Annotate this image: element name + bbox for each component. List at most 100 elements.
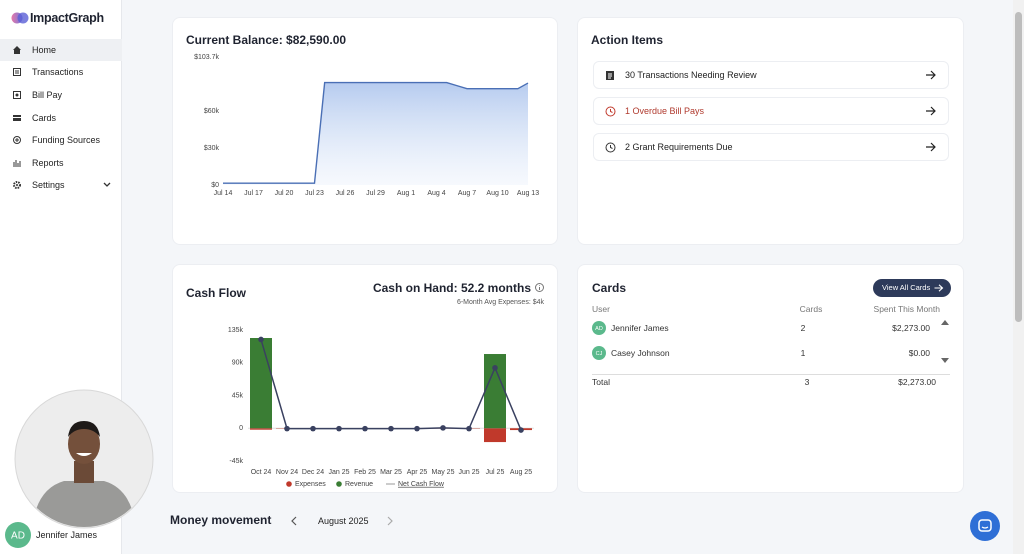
x-tick-label: Jul 17: [244, 190, 263, 197]
point: [336, 425, 342, 432]
x-tick-label: Feb 25: [354, 469, 376, 476]
x-tick-label: Jan 25: [328, 469, 349, 476]
y-tick-label: 135k: [228, 327, 244, 334]
avatar-initials: AD: [595, 326, 603, 332]
view-all-button[interactable]: View All Cards: [873, 279, 951, 297]
y-tick-label: $0: [211, 182, 219, 189]
card-count: 1: [800, 348, 806, 358]
info-icon[interactable]: [535, 283, 544, 292]
cash-flow-chart: 135k 90k 45k 0 -45k Oct 24 Nov 24 Dec 24 Jan 25 F…: [228, 327, 534, 488]
y-tick-label: -45k: [229, 458, 243, 465]
nav-item[interactable]: Funding Sources: [0, 129, 122, 151]
action-items-panel: Action Items 30 Transactions Needing Rev…: [577, 17, 964, 245]
x-tick-label: Jul 14: [214, 190, 233, 197]
column-header: Cards: [799, 304, 823, 314]
y-tick-label: $30k: [204, 145, 220, 152]
x-tick-label: Aug 4: [427, 190, 445, 197]
cash-on-hand: Cash on Hand: 52.2 months: [372, 281, 531, 295]
scroll-thumb[interactable]: [1015, 12, 1022, 322]
total-label: Total: [592, 377, 610, 387]
nav-item[interactable]: Bill Pay: [0, 84, 122, 106]
x-tick-label: Aug 13: [517, 190, 539, 197]
user-avatar: AD: [592, 321, 606, 335]
x-tick-label: Jul 20: [275, 190, 294, 197]
x-tick-label: Aug 7: [458, 190, 476, 197]
icon: [605, 142, 616, 153]
sidebar: ImpactGraph Home Transactions Bill Pay C…: [0, 0, 154, 554]
action-item[interactable]: 30 Transactions Needing Review: [593, 61, 949, 89]
icon: [13, 136, 21, 144]
bar: [484, 354, 506, 429]
nav-label: Transactions: [32, 67, 84, 77]
y-tick-label: 90k: [232, 360, 244, 367]
action-item[interactable]: 1 Overdue Bill Pays: [593, 97, 949, 125]
icon: [13, 160, 21, 167]
chevron[interactable]: [103, 182, 111, 188]
button-label: View All Cards: [882, 283, 931, 292]
avg-expenses: 6-Month Avg Expenses: $4k: [456, 299, 544, 306]
prev-month[interactable]: [290, 516, 298, 526]
action-label: 1 Overdue Bill Pays: [625, 106, 705, 116]
arrow: [934, 284, 944, 292]
nav-label: Bill Pay: [32, 90, 63, 100]
panel-title: Action Items: [591, 33, 664, 47]
arrow: [926, 106, 936, 116]
balance-panel: Current Balance: $82,590.00 $0 $30k $60k $1…: [172, 17, 558, 245]
brand: ImpactGraph: [30, 11, 104, 25]
legend-label: Net Cash Flow: [398, 481, 445, 488]
logo-icon: [11, 12, 29, 24]
nav-item[interactable]: Transactions: [0, 61, 122, 83]
nav-label: Settings: [32, 180, 65, 190]
point: [258, 336, 264, 343]
bar: [484, 428, 506, 443]
next-month[interactable]: [386, 516, 394, 526]
bar: [250, 338, 272, 429]
arrow: [926, 70, 936, 80]
scrollbar[interactable]: [1013, 0, 1024, 554]
card-count: 2: [800, 323, 806, 333]
x-tick-label: Oct 24: [251, 469, 272, 476]
line: [260, 339, 522, 431]
cards-panel: Cards View All Cards User Cards Spent Th…: [577, 264, 964, 493]
x-tick-label: Jun 25: [458, 469, 479, 476]
bar: [250, 428, 272, 430]
user-name: Casey Johnson: [611, 348, 670, 358]
action-item[interactable]: 2 Grant Requirements Due: [593, 133, 949, 161]
point: [362, 425, 368, 432]
point: [310, 425, 316, 432]
legend-label: Expenses: [295, 481, 326, 488]
user-avatar[interactable]: AD: [5, 522, 31, 548]
icon: [13, 91, 21, 99]
nav-item[interactable]: Cards: [0, 107, 122, 129]
x-tick-label: Jul 29: [366, 190, 385, 197]
table-scroll[interactable]: [940, 318, 950, 368]
nav-label: Cards: [32, 113, 57, 123]
column-header: Spent This Month: [873, 304, 940, 314]
x-tick-label: Jul 25: [486, 469, 505, 476]
chat-button[interactable]: [970, 511, 1000, 541]
spent: $2,273.00: [892, 323, 930, 333]
line: [223, 81, 529, 184]
chart-title: Current Balance: $82,590.00: [186, 33, 347, 47]
icon: [13, 46, 21, 54]
y-tick-label: 45k: [232, 392, 244, 399]
avatar-initials: AD: [11, 531, 25, 542]
nav-item[interactable]: Home: [0, 39, 122, 61]
y-tick-label: $103.7k: [194, 54, 219, 61]
user-name: Jennifer James: [36, 530, 98, 540]
point: [492, 365, 498, 371]
total-spent: $2,273.00: [898, 377, 936, 387]
x-tick-label: Nov 24: [276, 469, 298, 476]
icon: [13, 115, 21, 121]
x-tick-label: Jul 26: [336, 190, 355, 197]
nav-label: Funding Sources: [32, 135, 101, 145]
x-tick-label: Dec 24: [302, 469, 324, 476]
panel-title: Cards: [592, 281, 627, 295]
icon: [13, 68, 21, 76]
arrow: [926, 142, 936, 152]
nav-item[interactable]: Settings: [0, 174, 122, 196]
nav-item[interactable]: Reports: [0, 152, 122, 174]
point: [414, 425, 420, 432]
avatar-initials: CJ: [596, 351, 603, 357]
